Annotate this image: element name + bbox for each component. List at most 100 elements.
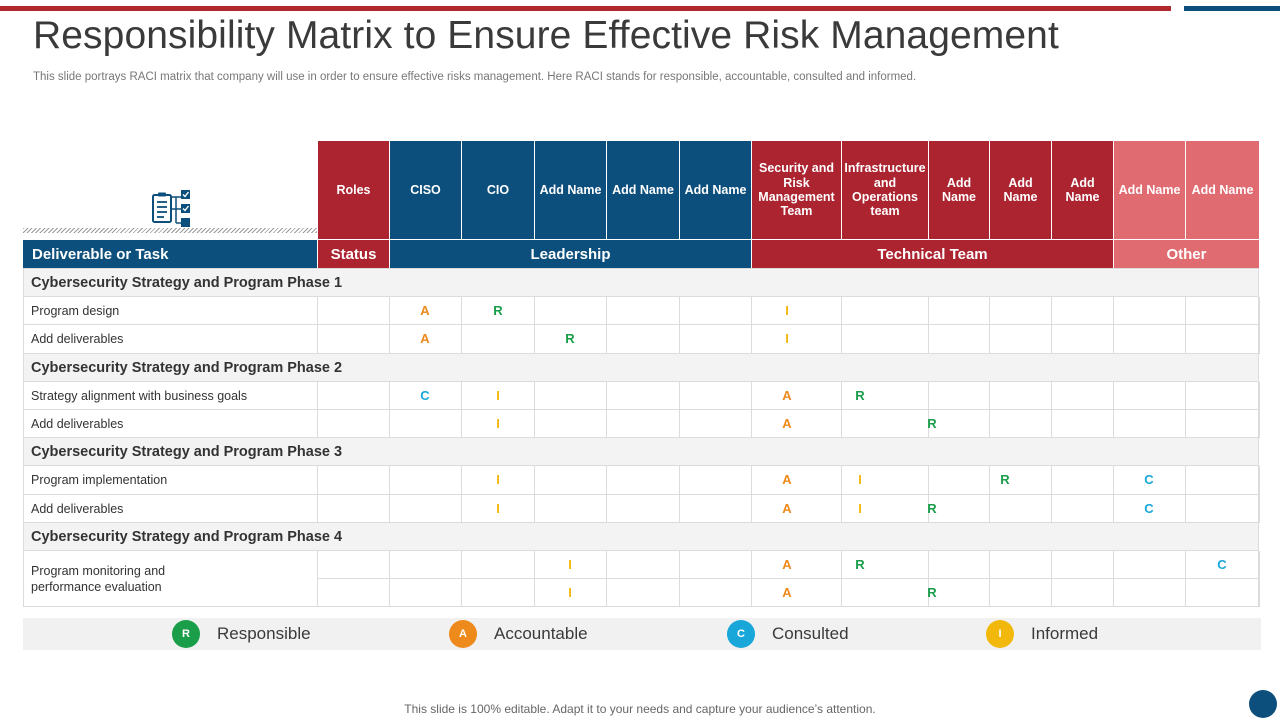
task-label: Program design <box>31 304 120 319</box>
group-header-other: Other <box>1114 240 1259 268</box>
column-header-11: Add Name <box>1052 141 1113 239</box>
column-header-2: CISO <box>390 141 461 239</box>
raci-mark: R <box>1000 472 1010 488</box>
raci-mark: R <box>493 303 503 319</box>
raci-mark: A <box>420 303 430 319</box>
cell-divider <box>928 579 929 608</box>
task-row: Program design A R I <box>23 296 1260 326</box>
column-header-label: Add Name <box>1003 175 1038 204</box>
cell-divider <box>989 410 990 439</box>
cell-divider <box>1259 410 1260 439</box>
cell-divider <box>751 325 752 354</box>
cell-divider <box>461 551 462 580</box>
cell-divider <box>1185 325 1186 354</box>
cell-divider <box>317 381 318 410</box>
raci-mark: R <box>565 331 575 347</box>
task-label: Add deliverables <box>31 501 124 516</box>
column-header-7: Security and Risk Management Team <box>752 141 841 239</box>
cell-divider <box>1259 579 1260 608</box>
cell-divider <box>679 494 680 523</box>
merged-task-cell: Program monitoring and performance evalu… <box>24 551 317 607</box>
raci-mark: I <box>568 557 572 572</box>
cell-divider <box>1259 325 1260 354</box>
column-header-10: Add Name <box>990 141 1051 239</box>
column-header-12: Add Name <box>1114 141 1185 239</box>
slide-subtitle: This slide portrays RACI matrix that com… <box>33 71 917 83</box>
raci-mark: R <box>927 585 937 601</box>
task-row: Add deliverables I A I R C <box>23 493 1260 523</box>
legend-label-accountable: Accountable <box>494 624 588 643</box>
cell-divider <box>534 381 535 410</box>
cell-divider <box>928 297 929 326</box>
cell-divider <box>989 494 990 523</box>
cell-divider <box>1185 579 1186 608</box>
cell-divider <box>679 466 680 495</box>
header-hatch-divider <box>23 228 317 233</box>
cell-divider <box>389 381 390 410</box>
cell-divider <box>679 551 680 580</box>
phase-title: Cybersecurity Strategy and Program Phase… <box>31 359 343 376</box>
raci-mark: R <box>927 416 937 431</box>
raci-mark: I <box>858 472 862 488</box>
phase-row: Cybersecurity Strategy and Program Phase… <box>23 521 1259 550</box>
cell-divider <box>461 466 462 495</box>
cell-divider <box>534 494 535 523</box>
column-header-label: Add Name <box>612 182 674 197</box>
column-header-label: Roles <box>336 182 371 197</box>
cell-divider <box>928 325 929 354</box>
legend-item-accountable: A Accountable <box>449 620 588 648</box>
group-header-status: Status <box>318 240 389 268</box>
cell-divider <box>461 410 462 439</box>
cell-divider <box>606 410 607 439</box>
cell-divider <box>928 410 929 439</box>
cell-divider <box>461 325 462 354</box>
cell-divider <box>751 494 752 523</box>
cell-divider <box>751 551 752 580</box>
column-header-label: CIO <box>486 182 510 197</box>
raci-mark: R <box>855 557 865 572</box>
cell-divider <box>389 325 390 354</box>
table-border-right <box>1258 268 1259 607</box>
cell-divider <box>317 551 318 580</box>
cell-divider <box>1051 551 1052 580</box>
top-accent-bar-blue <box>1184 6 1280 11</box>
column-header-label: Add Name <box>1118 182 1181 197</box>
clipboard-checklist-icon <box>150 189 194 229</box>
raci-mark: R <box>927 500 937 516</box>
phase-title: Cybersecurity Strategy and Program Phase… <box>31 275 343 291</box>
cell-divider <box>534 410 535 439</box>
cell-divider <box>317 466 318 495</box>
cell-divider <box>534 579 535 608</box>
cell-divider <box>841 325 842 354</box>
task-label: Program implementation <box>31 473 168 488</box>
cell-divider <box>606 494 607 523</box>
cell-divider <box>928 381 929 410</box>
raci-mark: A <box>782 557 792 572</box>
raci-mark: A <box>782 585 792 601</box>
raci-mark: I <box>785 303 789 319</box>
cell-divider <box>389 551 390 580</box>
cell-divider <box>1259 381 1260 410</box>
cell-divider <box>461 381 462 410</box>
legend-item-consulted: C Consulted <box>727 620 849 648</box>
cell-divider <box>606 579 607 608</box>
column-header-4: Add Name <box>535 141 606 239</box>
cell-divider <box>1113 410 1114 439</box>
column-header-9: Add Name <box>929 141 989 239</box>
cell-divider <box>928 466 929 495</box>
cell-divider <box>1051 325 1052 354</box>
cell-divider <box>1185 410 1186 439</box>
cell-divider <box>389 466 390 495</box>
corner-decoration <box>1249 690 1277 718</box>
cell-divider <box>841 410 842 439</box>
column-header-1: Roles <box>318 141 389 239</box>
cell-divider <box>534 466 535 495</box>
cell-divider <box>317 297 318 326</box>
cell-divider <box>1113 579 1114 608</box>
cell-divider <box>606 297 607 326</box>
cell-divider <box>841 579 842 608</box>
cell-divider <box>1113 381 1114 410</box>
column-header-label: Add Name <box>941 175 977 204</box>
cell-divider <box>1185 494 1186 523</box>
task-label: Add deliverables <box>31 417 124 431</box>
